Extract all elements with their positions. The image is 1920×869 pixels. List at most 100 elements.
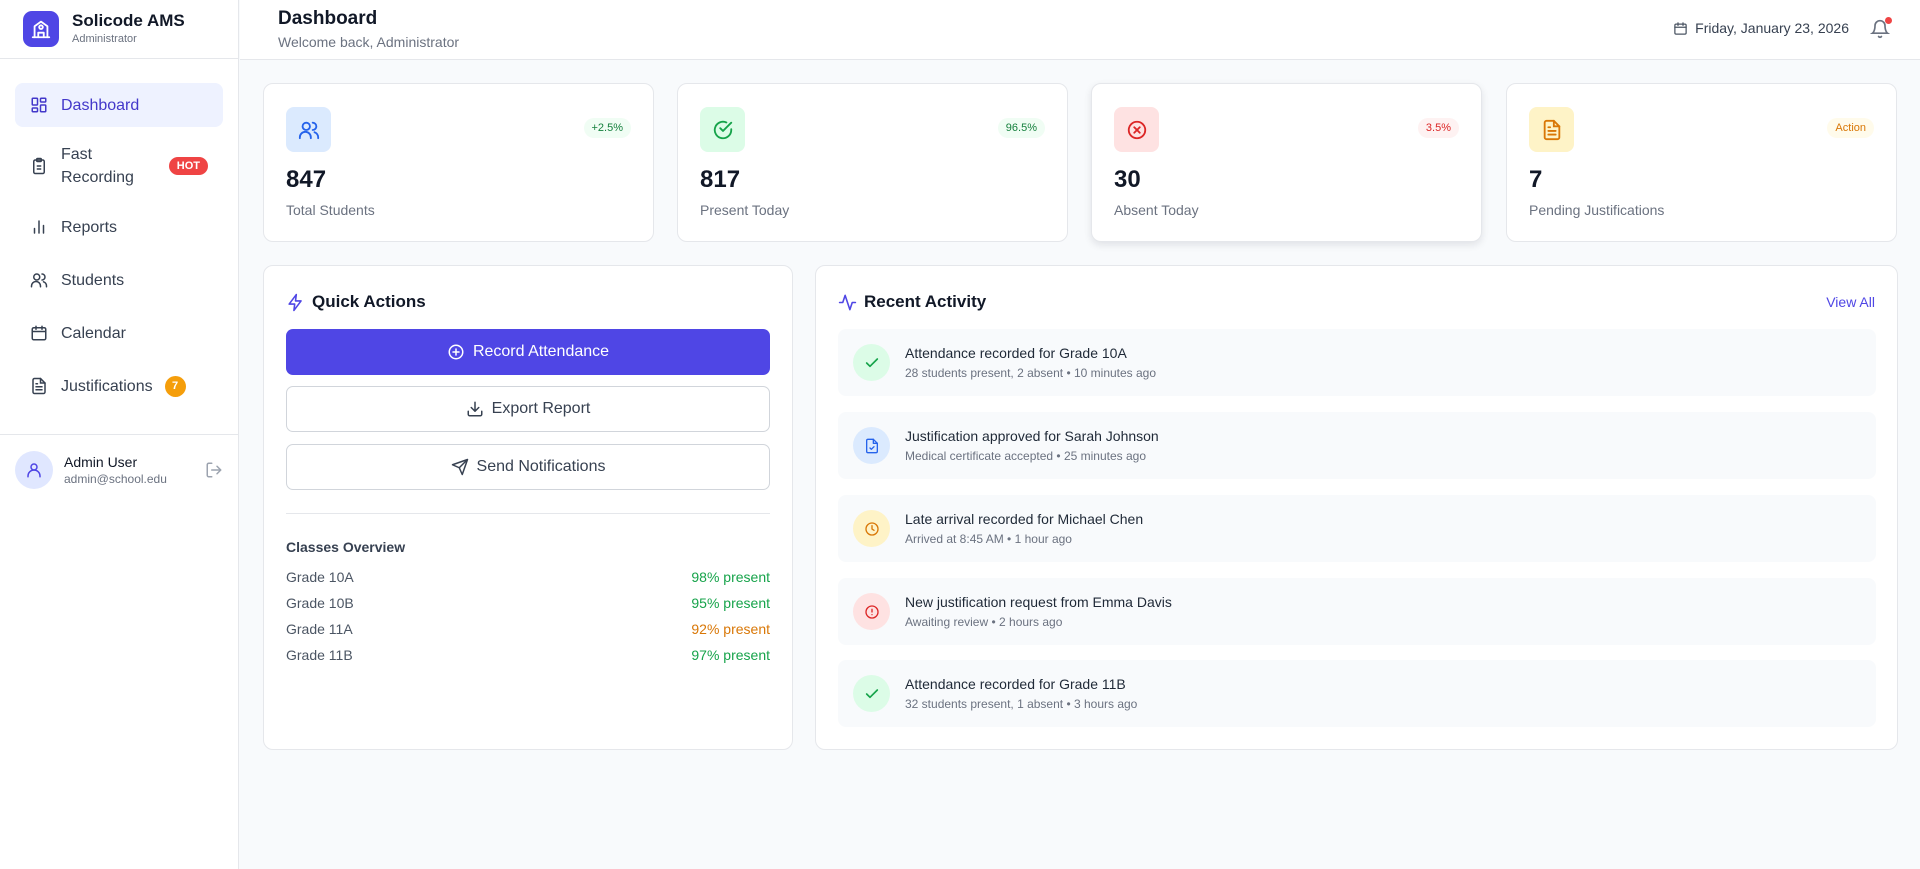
check-icon <box>853 344 890 381</box>
stat-label: Absent Today <box>1114 202 1199 218</box>
activity-title: New justification request from Emma Davi… <box>905 594 1172 610</box>
class-row: Grade 11A 92% present <box>286 621 770 637</box>
stat-card-present-today: 96.5% 817 Present Today <box>677 83 1068 242</box>
activity-subtitle: 28 students present, 2 absent • 10 minut… <box>905 366 1157 380</box>
sidebar-item-label: Justifications <box>61 377 153 395</box>
brand: Solicode AMS Administrator <box>0 0 238 59</box>
dashboard-icon <box>30 96 48 114</box>
stat-label: Total Students <box>286 202 375 218</box>
stat-value: 817 <box>700 166 741 193</box>
class-name: Grade 11B <box>286 647 353 663</box>
stat-label: Pending Justifications <box>1529 202 1665 218</box>
class-attendance: 98% present <box>691 569 770 585</box>
clipboard-icon <box>30 157 48 175</box>
brand-role: Administrator <box>72 33 137 45</box>
stat-card-total-students: +2.5% 847 Total Students <box>263 83 654 242</box>
sidebar-item-calendar[interactable]: Calendar <box>15 311 223 355</box>
activity-item[interactable]: Attendance recorded for Grade 10A 28 stu… <box>838 329 1876 396</box>
activity-subtitle: Medical certificate accepted • 25 minute… <box>905 449 1146 463</box>
hot-badge: HOT <box>168 157 208 175</box>
trend-badge: +2.5% <box>583 118 631 138</box>
class-attendance: 92% present <box>691 621 770 637</box>
class-row: Grade 10A 98% present <box>286 569 770 585</box>
stat-card-pending-justifications: Action 7 Pending Justifications <box>1506 83 1897 242</box>
sidebar-item-students[interactable]: Students <box>15 258 223 302</box>
activity-item[interactable]: Attendance recorded for Grade 11B 32 stu… <box>838 660 1876 727</box>
bar-chart-icon <box>30 218 48 236</box>
activity-subtitle: 32 students present, 1 absent • 3 hours … <box>905 697 1138 711</box>
percentage-badge: 3.5% <box>1417 118 1459 138</box>
sidebar: Solicode AMS Administrator Dashboard Fas… <box>0 0 239 869</box>
sidebar-item-reports[interactable]: Reports <box>15 205 223 249</box>
class-row: Grade 10B 95% present <box>286 595 770 611</box>
classes-overview-title: Classes Overview <box>286 539 406 555</box>
page-title: Dashboard <box>278 8 378 29</box>
sidebar-item-fast-recording[interactable]: Fast Recording HOT <box>15 136 223 196</box>
notifications-bell-icon[interactable] <box>1869 17 1892 39</box>
sidebar-nav: Dashboard Fast Recording HOT Reports Stu… <box>0 59 238 408</box>
users-icon <box>30 271 48 289</box>
activity-title: Justification approved for Sarah Johnson <box>905 428 1159 444</box>
class-attendance: 97% present <box>691 647 770 663</box>
send-notifications-button[interactable]: Send Notifications <box>286 444 770 490</box>
class-name: Grade 10A <box>286 569 354 585</box>
sidebar-item-label: Calendar <box>61 324 126 342</box>
button-label: Send Notifications <box>476 458 606 475</box>
check-icon <box>853 675 890 712</box>
stat-label: Present Today <box>700 202 790 218</box>
action-badge[interactable]: Action <box>1827 118 1874 138</box>
activity-item[interactable]: New justification request from Emma Davi… <box>838 578 1876 645</box>
calendar-icon <box>1673 21 1688 36</box>
activity-item[interactable]: Late arrival recorded for Michael Chen A… <box>838 495 1876 562</box>
export-report-button[interactable]: Export Report <box>286 386 770 432</box>
users-icon <box>286 107 331 152</box>
logout-icon[interactable] <box>205 461 223 479</box>
button-label: Record Attendance <box>472 343 610 360</box>
panel-title: Quick Actions <box>286 292 426 312</box>
clock-icon <box>853 510 890 547</box>
alert-circle-icon <box>853 593 890 630</box>
stat-value: 847 <box>286 166 327 193</box>
sidebar-item-label: Students <box>61 271 125 289</box>
calendar-icon <box>30 324 48 342</box>
top-header: Dashboard Welcome back, Administrator Fr… <box>240 0 1920 60</box>
sidebar-item-label: Fast Recording <box>61 146 134 186</box>
justifications-count-badge: 7 <box>164 375 186 397</box>
recent-activity-panel: Recent Activity View All Attendance reco… <box>815 265 1898 750</box>
lightning-icon <box>286 293 305 312</box>
document-icon <box>1529 107 1574 152</box>
quick-actions-title: Quick Actions <box>312 292 426 311</box>
activity-title: Late arrival recorded for Michael Chen <box>905 511 1144 527</box>
brand-name: Solicode AMS <box>72 11 185 30</box>
stat-value: 7 <box>1529 166 1543 193</box>
current-date: Friday, January 23, 2026 <box>1673 20 1849 36</box>
date-text: Friday, January 23, 2026 <box>1695 20 1849 36</box>
user-email: admin@school.edu <box>64 471 167 486</box>
download-icon <box>466 400 484 418</box>
panel-title: Recent Activity <box>838 292 986 312</box>
activity-subtitle: Awaiting review • 2 hours ago <box>905 615 1063 629</box>
school-logo-icon <box>23 11 59 47</box>
quick-actions-panel: Quick Actions Record Attendance Export R… <box>263 265 793 750</box>
check-circle-icon <box>700 107 745 152</box>
record-attendance-button[interactable]: Record Attendance <box>286 329 770 375</box>
activity-title: Attendance recorded for Grade 11B <box>905 676 1126 692</box>
class-name: Grade 11A <box>286 621 353 637</box>
document-icon <box>30 377 48 395</box>
sidebar-item-justifications[interactable]: Justifications 7 <box>15 364 223 408</box>
plus-circle-icon <box>447 343 465 361</box>
notification-dot <box>1885 17 1892 24</box>
class-attendance: 95% present <box>691 595 770 611</box>
button-label: Export Report <box>491 400 591 417</box>
activity-item[interactable]: Justification approved for Sarah Johnson… <box>838 412 1876 479</box>
percentage-badge: 96.5% <box>997 118 1045 138</box>
activity-pulse-icon <box>838 293 857 312</box>
user-icon <box>27 462 41 477</box>
stat-value: 30 <box>1114 166 1141 193</box>
send-icon <box>451 458 469 476</box>
avatar[interactable] <box>15 450 53 489</box>
sidebar-item-dashboard[interactable]: Dashboard <box>15 83 223 127</box>
view-all-link[interactable]: View All <box>1826 294 1875 310</box>
page-subtitle: Welcome back, Administrator <box>278 34 460 50</box>
activity-title: Attendance recorded for Grade 10A <box>905 345 1127 361</box>
